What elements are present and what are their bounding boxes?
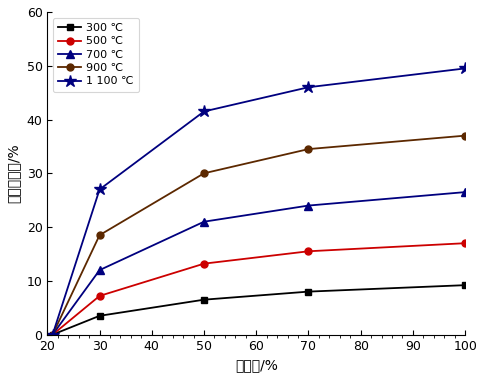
300 ℃ [97,313,103,318]
X-axis label: 富氧率/%: 富氧率/% [235,358,278,372]
300 ℃ [201,298,207,302]
900 ℃ [50,332,56,337]
900 ℃ [305,147,311,151]
700 ℃ [201,219,207,224]
700 ℃ [50,332,56,337]
300 ℃ [462,283,468,287]
500 ℃ [201,262,207,266]
1 100 ℃ [201,109,207,114]
Legend: 300 ℃, 500 ℃, 700 ℃, 900 ℃, 1 100 ℃: 300 ℃, 500 ℃, 700 ℃, 900 ℃, 1 100 ℃ [53,17,139,92]
900 ℃ [462,133,468,138]
500 ℃ [462,241,468,246]
Line: 700 ℃: 700 ℃ [48,188,469,339]
700 ℃ [462,190,468,194]
1 100 ℃ [50,332,56,337]
900 ℃ [201,171,207,175]
700 ℃ [97,268,103,273]
500 ℃ [305,249,311,254]
300 ℃ [305,289,311,294]
1 100 ℃ [305,85,311,89]
Line: 900 ℃: 900 ℃ [49,132,469,338]
300 ℃ [50,332,56,337]
1 100 ℃ [97,187,103,192]
Line: 500 ℃: 500 ℃ [49,240,469,338]
Y-axis label: 燃料节约率/%: 燃料节约率/% [7,144,21,203]
Line: 300 ℃: 300 ℃ [49,282,469,338]
500 ℃ [97,294,103,298]
Line: 1 100 ℃: 1 100 ℃ [46,62,471,341]
1 100 ℃ [462,66,468,71]
900 ℃ [97,233,103,237]
700 ℃ [305,203,311,208]
500 ℃ [50,332,56,337]
